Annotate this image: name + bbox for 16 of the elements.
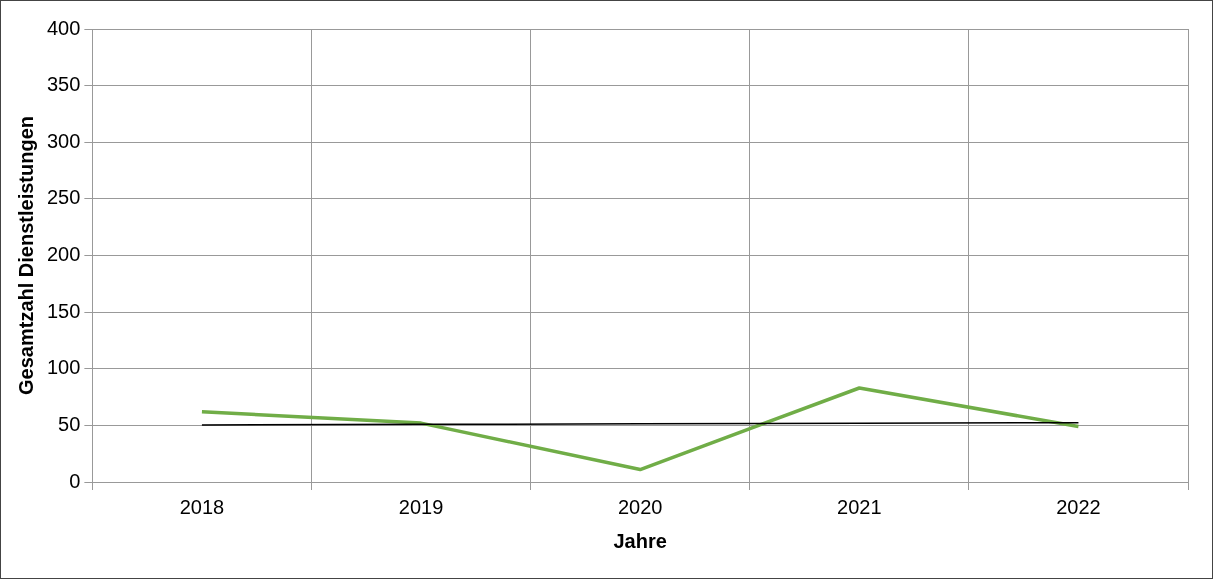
y-tick-label: 350 xyxy=(46,73,81,96)
x-tick-label: 2021 xyxy=(837,495,882,518)
y-tick-label: 300 xyxy=(46,129,81,152)
y-tick-label: 200 xyxy=(46,243,81,266)
y-tick-label: 400 xyxy=(46,16,81,39)
x-tick-label: 2018 xyxy=(179,495,225,518)
x-tick-label: 2022 xyxy=(1056,495,1101,518)
y-tick-label: 0 xyxy=(69,469,81,492)
y-tick-label: 250 xyxy=(46,186,81,209)
x-tick-label: 2019 xyxy=(398,495,444,518)
y-tick-label: 100 xyxy=(46,356,81,379)
y-tick-label: 50 xyxy=(58,412,81,435)
y-tick-label: 150 xyxy=(46,299,81,322)
x-axis-title: Jahre xyxy=(613,529,667,552)
y-axis-title: Gesamtzahl Dienstleistungen xyxy=(14,116,37,395)
x-tick-label: 2020 xyxy=(617,495,663,518)
